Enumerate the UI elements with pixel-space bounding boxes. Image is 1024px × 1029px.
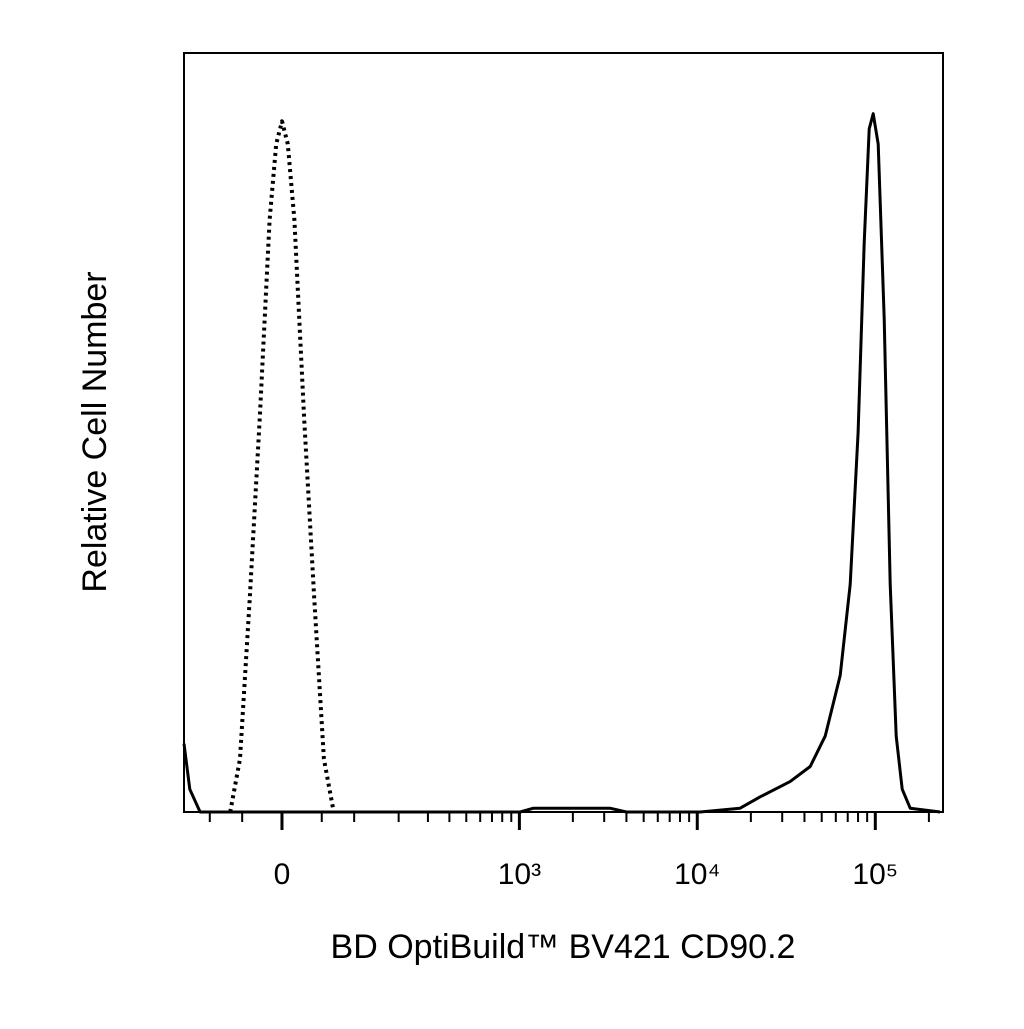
x-axis-label: BD OptiBuild™ BV421 CD90.2 [331,928,796,966]
histogram-line [228,119,336,813]
x-tick-label: 0 [274,858,291,891]
y-axis-label: Relative Cell Number [76,271,114,592]
x-tick-label: 10⁴ [674,858,720,891]
x-tick-label: 10⁵ [852,858,898,891]
x-tick-label: 10³ [498,858,541,891]
histogram-line [182,112,941,814]
plot-frame [183,52,944,813]
